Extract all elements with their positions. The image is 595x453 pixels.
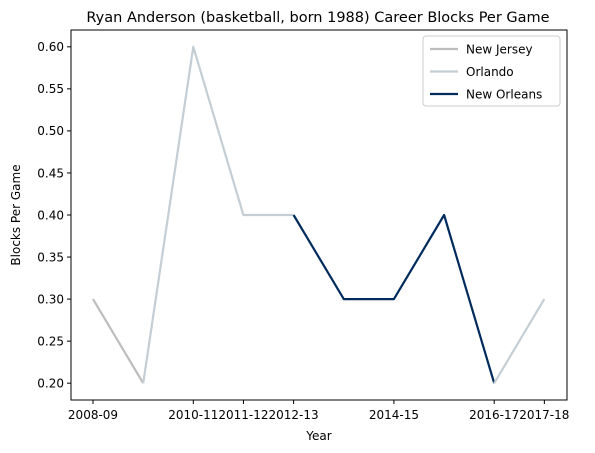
chart-title: Ryan Anderson (basketball, born 1988) Ca… <box>86 10 549 26</box>
series-line-new-orleans <box>292 213 496 384</box>
x-tick-label: 2008-09 <box>68 408 118 422</box>
y-tick-label: 0.55 <box>37 82 64 96</box>
x-tick-label: 2016-17 <box>469 408 519 422</box>
series-line-continuation-3 <box>493 298 546 384</box>
y-tick-label: 0.60 <box>37 40 64 54</box>
y-axis: 0.20 0.25 0.30 0.35 0.40 0.45 0.50 0.55 0.60 <box>37 40 71 390</box>
y-tick-label: 0.20 <box>37 376 64 390</box>
y-tick-label: 0.45 <box>37 166 64 180</box>
x-tick-label: 2017-18 <box>519 408 569 422</box>
y-tick-label: 0.30 <box>37 292 64 306</box>
x-tick-label: 2011-12 <box>218 408 268 422</box>
y-tick-label: 0.35 <box>37 250 64 264</box>
y-tick-label: 0.50 <box>37 124 64 138</box>
legend: New Jersey Orlando New Orleans <box>422 35 561 107</box>
legend-label: New Orleans <box>466 88 542 102</box>
series-line-new-jersey <box>92 298 145 384</box>
plot-area <box>92 45 546 384</box>
x-axis-label: Year <box>305 429 331 443</box>
x-tick-label: 2014-15 <box>369 408 419 422</box>
x-tick-label: 2012-13 <box>269 408 319 422</box>
legend-box <box>422 35 561 107</box>
legend-label: Orlando <box>466 65 514 79</box>
y-tick-label: 0.25 <box>37 334 64 348</box>
y-axis-label: Blocks Per Game <box>9 164 23 265</box>
x-axis: 2008-09 2010-11 2011-12 2012-13 2014-15 2016-… <box>68 400 569 422</box>
x-tick-label: 2010-11 <box>168 408 218 422</box>
y-tick-label: 0.40 <box>37 208 64 222</box>
series-line-orlando <box>142 45 294 384</box>
legend-label: New Jersey <box>466 43 533 57</box>
